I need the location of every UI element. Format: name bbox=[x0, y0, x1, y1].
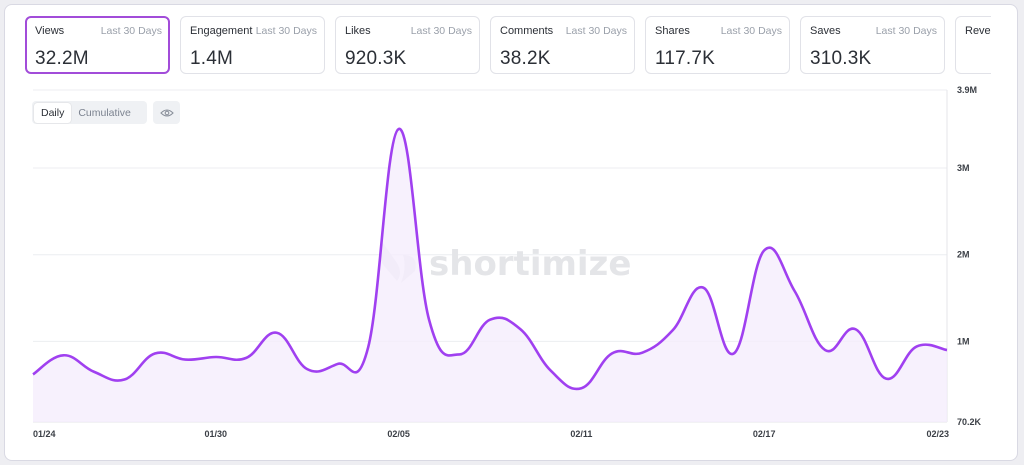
y-tick-label: 2M bbox=[957, 250, 970, 260]
y-tick-label: 3.9M bbox=[957, 85, 977, 95]
metric-card-engagement[interactable]: Engagement Last 30 Days 1.4M bbox=[180, 16, 325, 74]
metric-card-header: Comments Last 30 Days bbox=[500, 24, 627, 38]
metric-period: Last 30 Days bbox=[255, 25, 317, 37]
y-tick-label: 1M bbox=[957, 336, 970, 346]
metric-card-header: Shares Last 30 Days bbox=[655, 24, 782, 38]
metric-card-views[interactable]: Views Last 30 Days 32.2M bbox=[25, 16, 170, 74]
x-tick-label: 02/11 bbox=[570, 429, 592, 439]
x-tick-label: 01/24 bbox=[33, 429, 56, 439]
watermark-text: shortimize bbox=[429, 244, 631, 284]
metric-period: Last 30 Days bbox=[410, 25, 472, 37]
metric-label: Engagement bbox=[190, 25, 253, 37]
watermark: shortimize bbox=[379, 243, 631, 284]
views-area-fill bbox=[33, 128, 947, 422]
metric-label: Saves bbox=[810, 25, 841, 37]
metric-card-saves[interactable]: Saves Last 30 Days 310.3K bbox=[800, 16, 945, 74]
metric-label: Comments bbox=[500, 25, 554, 37]
metric-label: Shares bbox=[655, 25, 690, 37]
cumulative-option[interactable]: Cumulative bbox=[78, 106, 131, 119]
metric-card-shares[interactable]: Shares Last 30 Days 117.7K bbox=[645, 16, 790, 74]
eye-icon bbox=[159, 108, 174, 117]
metric-value: 32.2M bbox=[35, 48, 89, 69]
metric-card-comments[interactable]: Comments Last 30 Days 38.2K bbox=[490, 16, 635, 74]
x-axis-labels: 01/24 01/30 02/05 02/11 02/17 02/23 bbox=[33, 429, 949, 439]
metric-card-revenue[interactable]: Revenue bbox=[955, 16, 991, 74]
metric-card-header: Engagement Last 30 Days bbox=[190, 24, 317, 38]
metric-card-header: Likes Last 30 Days bbox=[345, 24, 472, 38]
daily-option[interactable]: Daily bbox=[34, 102, 72, 123]
view-mode-toggle: Daily Cumulative bbox=[32, 101, 147, 124]
views-chart: shortimize 3.9M 3M 2M 1M 70.2K 01/24 01/30 02/… bbox=[32, 85, 982, 439]
metric-value: 920.3K bbox=[345, 48, 407, 69]
metric-card-header: Saves Last 30 Days bbox=[810, 24, 937, 38]
metric-period: Last 30 Days bbox=[100, 25, 162, 37]
x-tick-label: 02/23 bbox=[926, 429, 949, 439]
x-tick-label: 02/05 bbox=[387, 429, 410, 439]
visibility-button[interactable] bbox=[153, 101, 180, 124]
metric-value: 38.2K bbox=[500, 48, 551, 69]
metric-value: 310.3K bbox=[810, 48, 872, 69]
metric-label: Likes bbox=[345, 25, 371, 37]
x-tick-label: 01/30 bbox=[205, 429, 228, 439]
x-tick-label: 02/17 bbox=[753, 429, 776, 439]
dashboard-panel: Views Last 30 Days 32.2M Engagement Last 30 … bbox=[4, 4, 1018, 461]
views-line bbox=[32, 127, 948, 391]
y-axis-labels: 3.9M 3M 2M 1M 70.2K bbox=[957, 85, 982, 427]
metric-value: 1.4M bbox=[190, 48, 234, 69]
metric-period: Last 30 Days bbox=[565, 25, 627, 37]
metric-card-header: Views Last 30 Days bbox=[35, 24, 162, 38]
metric-period: Last 30 Days bbox=[720, 25, 782, 37]
metric-card-likes[interactable]: Likes Last 30 Days 920.3K bbox=[335, 16, 480, 74]
metric-label: Views bbox=[35, 25, 65, 37]
metric-cards: Views Last 30 Days 32.2M Engagement Last 30 … bbox=[25, 16, 991, 78]
metric-value: 117.7K bbox=[655, 48, 716, 69]
metric-period: Last 30 Days bbox=[875, 25, 937, 37]
metric-label: Revenue bbox=[965, 25, 991, 37]
y-tick-label: 3M bbox=[957, 163, 970, 173]
y-tick-label: 70.2K bbox=[957, 417, 982, 427]
metric-card-header: Revenue bbox=[965, 24, 991, 38]
